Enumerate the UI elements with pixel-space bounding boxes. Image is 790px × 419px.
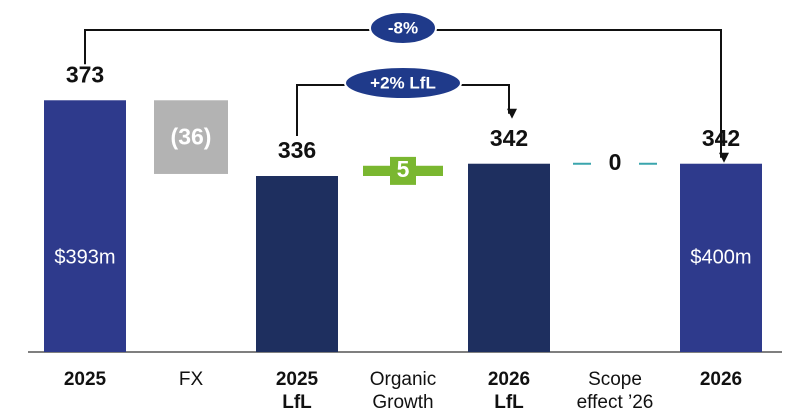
value-label: 0 — [609, 149, 622, 175]
bar — [44, 100, 126, 352]
bar — [154, 100, 228, 174]
label-box — [390, 156, 416, 185]
x-tick-line: 2026 — [700, 369, 742, 390]
x-tick-line: Growth — [372, 392, 433, 413]
x-tick-label: 2026 — [700, 369, 742, 390]
x-tick-line: LfL — [494, 392, 524, 413]
x-tick-label: FX — [179, 369, 204, 390]
value-label: 336 — [278, 137, 316, 163]
x-tick-label: Organic Growth — [370, 369, 437, 413]
x-tick-line: 2025 — [276, 369, 319, 390]
annotation-label: +2% LfL — [370, 73, 436, 92]
annotation-badge — [369, 11, 437, 45]
value-label: 373 — [66, 61, 104, 87]
x-tick-label: 2025 LfL — [276, 369, 319, 413]
x-tick-label: 2026 LfL — [488, 369, 530, 413]
x-tick-line: FX — [179, 369, 204, 390]
value-label: 342 — [490, 125, 528, 151]
annotation-label: -8% — [388, 18, 418, 37]
x-tick-line: effect ’26 — [577, 392, 654, 413]
bar — [256, 176, 338, 352]
x-tick-label: Scope effect ’26 — [577, 369, 654, 413]
x-tick-line: Scope — [588, 369, 642, 390]
x-tick-line: Organic — [370, 369, 437, 390]
value-label: (36) — [171, 123, 212, 149]
bar — [680, 163, 762, 352]
x-tick-line: 2026 — [488, 369, 530, 390]
bar — [468, 163, 550, 352]
x-tick-label: 2025 — [64, 369, 107, 390]
bar-note: $393m — [54, 246, 115, 268]
value-label: 5 — [397, 156, 410, 182]
x-tick-line: 2025 — [64, 369, 107, 390]
bar-note: $400m — [690, 246, 751, 268]
x-tick-line: LfL — [282, 392, 312, 413]
annotation-badge — [344, 66, 462, 100]
